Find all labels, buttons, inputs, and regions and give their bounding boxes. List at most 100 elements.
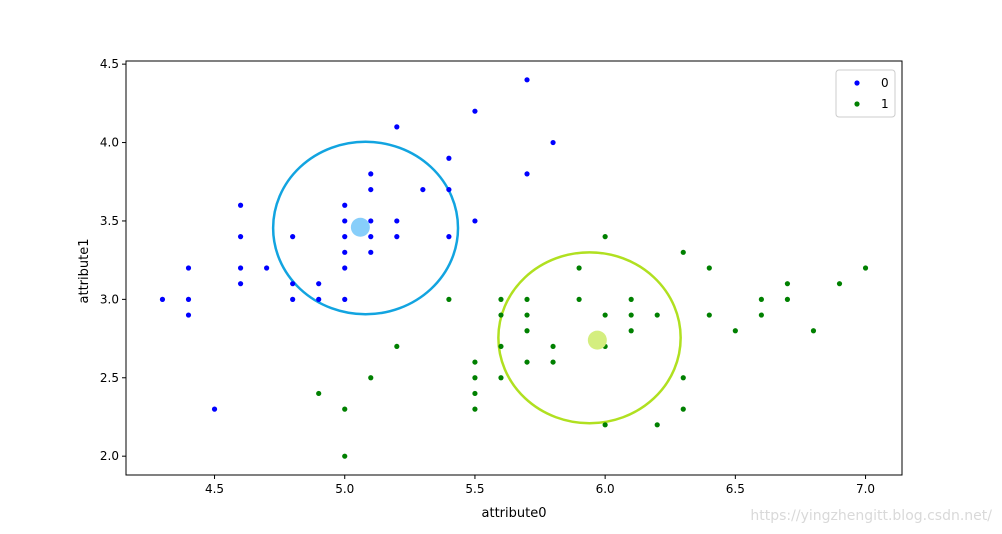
series-1-point (654, 422, 660, 428)
series-1-point (550, 359, 556, 365)
series-1-point (316, 390, 322, 397)
y-tick-label: 2.5 (100, 371, 119, 385)
series-0-point (237, 234, 244, 240)
series-1-point (680, 375, 686, 381)
series-1-point (706, 265, 712, 271)
series-1-point (342, 453, 348, 459)
series-1-point (862, 265, 869, 271)
cluster-1-centroid (587, 330, 607, 350)
series-1-point (628, 312, 634, 318)
series-1-point (498, 312, 504, 318)
series-1-point (732, 328, 738, 334)
legend-marker-1 (854, 101, 860, 107)
series-1-point (602, 312, 608, 318)
series-1-point (498, 375, 504, 381)
series-1-point (524, 312, 530, 318)
series-0-point (342, 296, 348, 302)
series-0-point (472, 218, 478, 224)
series-0-point (264, 265, 270, 271)
series-1-point (472, 406, 478, 412)
series-0-point (420, 186, 426, 193)
series-0-point (159, 296, 166, 302)
series-0-point (550, 139, 556, 146)
series-1-point (628, 328, 634, 334)
series-1-point (446, 296, 452, 302)
series-1-point (524, 296, 530, 302)
series-0-point (316, 296, 322, 302)
series-0-point (185, 296, 192, 302)
series-0-point (394, 234, 400, 240)
series-0-point (368, 218, 374, 224)
series-1-point (576, 296, 582, 302)
series-0-point (342, 265, 348, 271)
series-0-point (211, 406, 218, 412)
series-1-point (654, 312, 660, 318)
series-0-point (342, 202, 348, 208)
series-1-point (472, 375, 478, 381)
x-axis-label: attribute0 (482, 506, 547, 521)
series-0-point (185, 312, 192, 318)
series-0-point (394, 218, 400, 224)
series-1-point (602, 422, 608, 428)
series-0-point (368, 249, 374, 255)
x-tick-label: 5.0 (335, 482, 354, 496)
series-0-point (290, 296, 296, 302)
series-1-point (498, 296, 504, 302)
series-1-point (628, 296, 634, 302)
series-0-point (185, 265, 192, 271)
series-0-point (446, 186, 452, 193)
series-1-point (706, 312, 712, 318)
series-1-point (680, 406, 686, 412)
y-tick-label: 4.0 (100, 136, 119, 150)
series-1-point (784, 296, 791, 302)
legend-box (835, 69, 896, 118)
series-0-point (290, 281, 296, 287)
series-0-point (472, 108, 478, 114)
series-1-point (758, 296, 764, 302)
series-1-point (810, 328, 817, 334)
series-0-point (446, 155, 452, 161)
series-1-point (368, 375, 374, 381)
series-0-point (290, 234, 296, 240)
y-tick-label: 3.5 (100, 214, 119, 228)
series-0-point (237, 202, 244, 208)
x-tick-label: 4.5 (205, 482, 224, 496)
series-1-point (836, 281, 843, 287)
series-0-point (368, 171, 374, 177)
series-1-point (498, 343, 504, 350)
y-axis-label: attribute1 (77, 239, 92, 304)
series-1-point (758, 312, 764, 318)
series-0-point (342, 234, 348, 240)
watermark-text: https://yingzhengitt.blog.csdn.net/ (750, 508, 992, 524)
series-1-point (472, 359, 478, 365)
series-0-point (237, 281, 244, 287)
cluster-1-ring (497, 251, 682, 425)
series-0-point (524, 171, 530, 177)
series-1-point (342, 406, 348, 412)
x-tick-label: 6.5 (726, 482, 745, 496)
series-0-point (316, 281, 322, 287)
plot-area-frame (125, 60, 903, 476)
y-tick-label: 2.0 (100, 449, 119, 463)
series-0-point (237, 265, 244, 271)
legend-marker-0 (854, 80, 860, 86)
series-1-point (784, 281, 791, 287)
series-1-point (680, 249, 686, 255)
series-0-point (446, 234, 452, 240)
series-0-point (342, 218, 348, 224)
series-1-point (394, 343, 400, 350)
cluster-0-ring (271, 140, 460, 316)
series-1-point (602, 234, 608, 240)
series-1-point (576, 265, 582, 271)
series-0-point (368, 234, 374, 240)
series-1-point (524, 328, 530, 334)
legend-label-1: 1 (881, 97, 889, 111)
series-0-point (394, 124, 400, 130)
series-1-point (524, 359, 530, 365)
series-0-point (524, 77, 530, 83)
series-0-point (342, 249, 348, 255)
x-tick-label: 5.5 (465, 482, 484, 496)
x-tick-label: 6.0 (596, 482, 615, 496)
cluster-0-centroid (350, 217, 370, 237)
